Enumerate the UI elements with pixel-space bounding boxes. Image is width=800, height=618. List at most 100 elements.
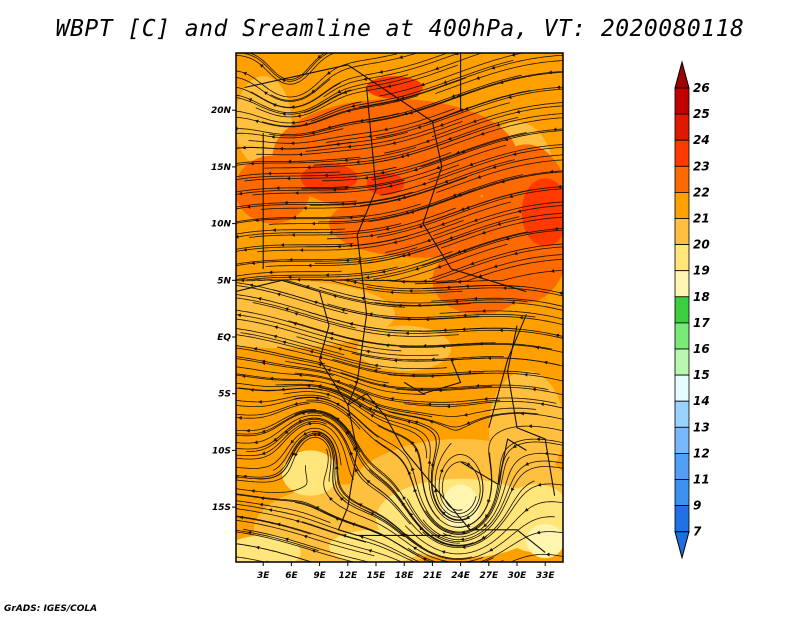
streamline-arrow-icon [510, 300, 515, 305]
streamline-arrow-icon [410, 210, 415, 214]
streamline-arrow-icon [243, 247, 247, 252]
streamline [509, 553, 563, 562]
streamline [358, 54, 563, 108]
streamline [236, 53, 398, 98]
country-border [347, 87, 377, 406]
streamline-arrow-icon [574, 215, 578, 219]
streamline [416, 170, 563, 211]
streamline [288, 320, 496, 347]
streamline-arrow-icon [183, 281, 187, 285]
streamline [317, 74, 522, 132]
streamline-arrow-icon [288, 257, 293, 262]
streamline-arrow-icon [281, 112, 286, 116]
colorbar-label: 12 [693, 446, 710, 460]
streamline [236, 200, 357, 208]
colorbar-box [674, 348, 690, 376]
streamline [276, 346, 484, 377]
streamline-arrow-icon [251, 489, 255, 493]
streamline [236, 347, 389, 384]
streamline-arrow-icon [410, 441, 415, 445]
streamline-arrow-icon [230, 178, 234, 182]
streamline-arrow-icon [381, 269, 386, 274]
streamline-arrow-icon [325, 392, 330, 397]
streamline [250, 53, 449, 108]
streamline [309, 159, 515, 206]
streamline [376, 188, 563, 238]
streamline-arrow-icon [393, 240, 398, 244]
streamline [236, 529, 319, 552]
streamline [249, 207, 456, 238]
streamline-arrow-icon [311, 89, 316, 93]
streamline-arrow-icon [481, 309, 486, 313]
streamline-arrow-icon [271, 135, 275, 139]
streamline-arrow-icon [379, 69, 383, 74]
streamline-arrow-icon [465, 284, 469, 289]
streamline-arrow-icon [437, 264, 442, 269]
streamline-arrow-icon [188, 259, 192, 263]
streamline [436, 258, 563, 284]
streamline [340, 372, 549, 390]
colorbar-label: 14 [693, 394, 710, 408]
streamline-arrow-icon [240, 278, 245, 283]
streamline-arrow-icon [575, 321, 579, 325]
streamline-arrow-icon [556, 85, 561, 90]
streamline-arrow-icon [292, 322, 297, 326]
streamline [236, 422, 354, 480]
streamline [236, 427, 342, 469]
streamline-arrow-icon [512, 444, 517, 448]
streamline [422, 483, 563, 548]
streamline [236, 500, 331, 524]
streamline [254, 279, 463, 294]
streamline [453, 425, 563, 528]
streamline-arrow-icon [225, 345, 229, 349]
streamline-arrow-icon [436, 165, 441, 170]
colorbar-label: 16 [693, 342, 710, 356]
colorbar-box [674, 87, 690, 115]
streamline-arrow-icon [297, 113, 301, 118]
streamline-arrow-icon [523, 372, 528, 377]
colorbar-label: 20 [693, 238, 710, 252]
streamline [395, 386, 563, 396]
streamline-arrow-icon [359, 118, 364, 123]
streamline-arrow-icon [238, 416, 242, 420]
streamline-arrow-icon [406, 252, 411, 257]
streamline-arrow-icon [298, 373, 302, 377]
streamline-arrow-icon [373, 369, 378, 373]
streamline-arrow-icon [168, 355, 172, 359]
streamline-arrow-icon [204, 464, 208, 468]
streamline-arrow-icon [303, 431, 308, 436]
streamline-arrow-icon [191, 215, 195, 219]
streamline [236, 53, 336, 85]
streamline-arrow-icon [390, 397, 394, 401]
streamline-arrow-icon [267, 171, 272, 176]
streamline-arrow-icon [358, 503, 363, 507]
colorbar-top-arrow-icon [674, 60, 690, 89]
colorbar-label: 7 [693, 525, 702, 539]
streamline [321, 414, 487, 547]
streamline [236, 166, 397, 181]
streamline-arrow-icon [536, 530, 541, 535]
streamline-arrow-icon [513, 251, 518, 256]
streamline [310, 59, 514, 122]
lon-tick-label: 6E [285, 571, 298, 581]
streamline-arrow-icon [567, 306, 571, 310]
streamline [440, 216, 563, 249]
streamline-arrow-icon [470, 261, 475, 266]
streamline [236, 257, 362, 265]
colorbar-label: 17 [693, 316, 710, 330]
lat-tick-label: EQ [217, 333, 231, 343]
streamline-arrow-icon [413, 488, 418, 493]
streamline-arrow-icon [202, 505, 206, 509]
lon-tick-label: 30E [508, 571, 528, 581]
streamline-arrow-icon [276, 292, 281, 297]
streamline [236, 89, 352, 115]
streamline-arrow-icon [376, 563, 380, 567]
streamline-arrow-icon [386, 333, 390, 338]
lon-tick-label: 12E [338, 571, 358, 581]
streamline [428, 144, 563, 181]
streamline [436, 159, 563, 193]
streamline-arrow-icon [558, 291, 563, 296]
lon-tick-label: 27E [479, 571, 499, 581]
country-border [460, 438, 527, 486]
streamline-arrow-icon [429, 420, 434, 424]
